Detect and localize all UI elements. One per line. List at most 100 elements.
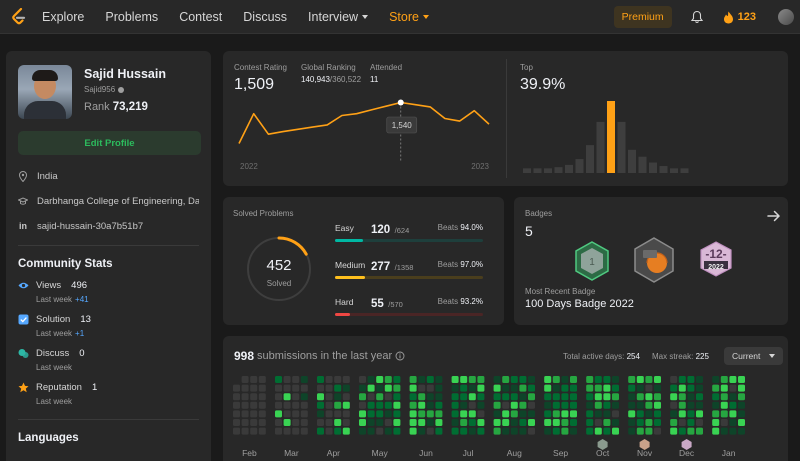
heatmap-cell[interactable] [628,419,636,426]
heatmap-cell[interactable] [468,393,476,401]
heatmap-cell[interactable] [325,419,333,426]
heatmap-cell[interactable] [493,401,501,409]
heatmap-cell[interactable] [670,376,678,383]
heatmap-cell[interactable] [510,384,518,392]
heatmap-cell[interactable] [586,419,594,426]
heatmap-cell[interactable] [552,384,560,392]
heatmap-cell[interactable] [552,401,560,409]
heatmap-cell[interactable] [367,393,375,401]
heatmap-cell[interactable] [359,384,366,392]
heatmap-cell[interactable] [720,427,728,435]
heatmap-cell[interactable] [460,384,468,392]
heatmap-cell[interactable] [678,401,686,409]
heatmap-cell[interactable] [468,384,476,392]
heatmap-cell[interactable] [359,401,366,409]
heatmap-cell[interactable] [528,401,535,409]
heatmap-cell[interactable] [451,427,459,435]
heatmap-cell[interactable] [367,410,375,418]
heatmap-cell[interactable] [645,384,653,392]
heatmap-cell[interactable] [359,419,366,426]
heatmap-cell[interactable] [376,401,384,409]
heatmap-cell[interactable] [393,393,401,401]
heatmap-cell[interactable] [519,376,527,383]
heatmap-cell[interactable] [334,376,342,383]
100-days-badge-icon[interactable] [698,240,734,278]
heatmap-cell[interactable] [678,427,686,435]
heatmap-cell[interactable] [409,376,417,383]
heatmap-cell[interactable] [493,410,501,418]
heatmap-cell[interactable] [670,427,678,435]
heatmap-cell[interactable] [654,410,661,418]
arrow-right-icon[interactable] [767,209,781,223]
heatmap-cell[interactable] [418,376,426,383]
heatmap-cell[interactable] [367,419,375,426]
heatmap-cell[interactable] [292,419,300,426]
heatmap-cell[interactable] [241,401,249,409]
heatmap-cell[interactable] [645,419,653,426]
heatmap-cell[interactable] [696,410,703,418]
heatmap-cell[interactable] [426,401,434,409]
heatmap-cell[interactable] [738,401,745,409]
heatmap-cell[interactable] [570,384,577,392]
heatmap-cell[interactable] [510,401,518,409]
heatmap-cell[interactable] [645,427,653,435]
heatmap-cell[interactable] [645,376,653,383]
heatmap-cell[interactable] [528,393,535,401]
heatmap-cell[interactable] [636,376,644,383]
nav-explore[interactable]: Explore [42,9,85,24]
heatmap-cell[interactable] [384,410,392,418]
heatmap-cell[interactable] [510,393,518,401]
heatmap-cell[interactable] [241,376,249,383]
heatmap-cell[interactable] [275,384,282,392]
heatmap-cell[interactable] [636,427,644,435]
heatmap-cell[interactable] [519,401,527,409]
year-select[interactable]: Current [724,347,783,365]
heatmap-cell[interactable] [460,410,468,418]
heatmap-cell[interactable] [670,384,678,392]
heatmap-cell[interactable] [376,384,384,392]
heatmap-cell[interactable] [317,419,324,426]
heatmap-cell[interactable] [519,427,527,435]
heatmap-cell[interactable] [367,384,375,392]
heatmap-cell[interactable] [359,410,366,418]
heatmap-cell[interactable] [544,410,552,418]
nav-problems[interactable]: Problems [105,9,159,24]
heatmap-cell[interactable] [367,401,375,409]
heatmap-cell[interactable] [654,419,661,426]
heatmap-cell[interactable] [460,401,468,409]
heatmap-cell[interactable] [628,376,636,383]
heatmap-cell[interactable] [636,419,644,426]
heatmap-cell[interactable] [435,393,443,401]
heatmap-cell[interactable] [435,376,443,383]
heatmap-cell[interactable] [687,401,695,409]
heatmap-cell[interactable] [409,393,417,401]
heatmap-cell[interactable] [687,376,695,383]
heatmap-cell[interactable] [645,410,653,418]
heatmap-cell[interactable] [241,419,249,426]
heatmap-cell[interactable] [451,419,459,426]
heatmap-cell[interactable] [603,393,611,401]
heatmap-cell[interactable] [426,384,434,392]
heatmap-cell[interactable] [283,393,291,401]
heatmap-cell[interactable] [552,376,560,383]
heatmap-cell[interactable] [594,393,602,401]
heatmap-cell[interactable] [636,401,644,409]
heatmap-cell[interactable] [528,410,535,418]
heatmap-cell[interactable] [233,401,240,409]
heatmap-cell[interactable] [384,401,392,409]
heatmap-cell[interactable] [317,384,324,392]
heatmap-cell[interactable] [376,393,384,401]
heatmap-cell[interactable] [570,401,577,409]
heatmap-cell[interactable] [275,376,282,383]
heatmap-cell[interactable] [393,376,401,383]
heatmap-cell[interactable] [544,384,552,392]
heatmap-cell[interactable] [612,393,619,401]
heatmap-cell[interactable] [720,376,728,383]
heatmap-cell[interactable] [712,410,720,418]
heatmap-cell[interactable] [636,384,644,392]
heatmap-cell[interactable] [678,419,686,426]
heatmap-cell[interactable] [696,384,703,392]
heatmap-cell[interactable] [342,419,350,426]
heatmap-cell[interactable] [636,410,644,418]
heatmap-cell[interactable] [528,427,535,435]
